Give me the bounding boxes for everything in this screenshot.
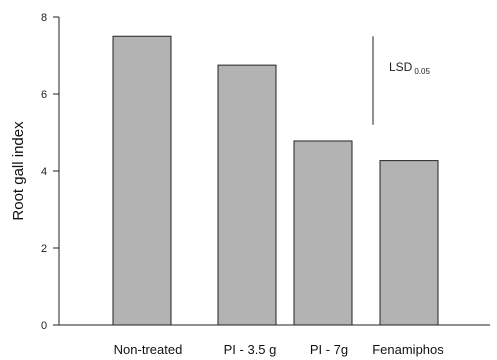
y-tick-label: 0 bbox=[41, 320, 47, 332]
x-tick-label: PI - 7g bbox=[310, 342, 348, 357]
x-tick-label: Non-treated bbox=[114, 342, 183, 357]
bar bbox=[217, 64, 277, 326]
x-tick-label: PI - 3.5 g bbox=[224, 342, 277, 357]
bars bbox=[112, 35, 439, 326]
y-tick-label: 8 bbox=[41, 12, 47, 24]
bar bbox=[379, 160, 439, 326]
y-tick-label: 4 bbox=[41, 166, 47, 178]
y-tick-label: 6 bbox=[41, 89, 47, 101]
lsd-annotation: LSD 0.05 bbox=[372, 36, 430, 125]
lsd-subscript: 0.05 bbox=[414, 67, 430, 76]
x-tick-labels: Non-treated PI - 3.5 g PI - 7g Fenamiphos bbox=[114, 342, 445, 357]
plot-area: 0 2 4 6 8 Non-treated PI - 3.5 g PI - 7g Fenami… bbox=[41, 12, 490, 357]
y-tick-label: 2 bbox=[41, 243, 47, 255]
y-axis-title: Root gall index bbox=[10, 121, 27, 221]
bar bbox=[112, 35, 172, 326]
x-tick-label: Fenamiphos bbox=[372, 342, 444, 357]
y-ticks: 0 2 4 6 8 bbox=[41, 12, 59, 332]
lsd-main: LSD bbox=[389, 60, 413, 74]
lsd-label: LSD 0.05 bbox=[389, 60, 430, 76]
bar bbox=[293, 140, 353, 326]
